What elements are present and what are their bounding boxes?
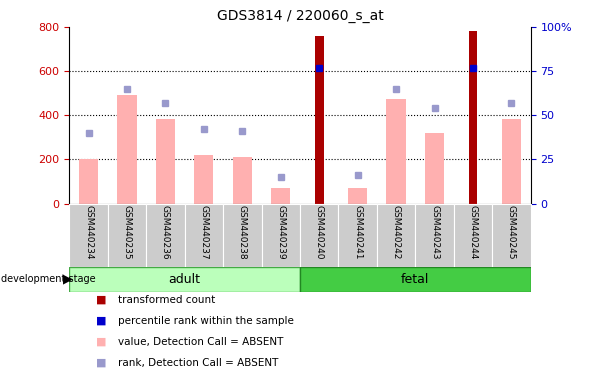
Text: percentile rank within the sample: percentile rank within the sample (118, 316, 294, 326)
Text: GSM440245: GSM440245 (507, 205, 516, 260)
Bar (233, 157, 252, 204)
Text: GSM440239: GSM440239 (276, 205, 285, 260)
Text: ■: ■ (96, 316, 107, 326)
Bar (492, 204, 531, 267)
Bar (454, 204, 492, 267)
Text: GSM440234: GSM440234 (84, 205, 93, 260)
Bar (108, 204, 146, 267)
Bar (469, 31, 478, 204)
Bar (79, 159, 98, 204)
Bar (69, 267, 300, 292)
Text: GSM440237: GSM440237 (200, 205, 209, 260)
Text: adult: adult (169, 273, 201, 286)
Text: GSM440244: GSM440244 (469, 205, 478, 260)
Bar (262, 204, 300, 267)
Text: ■: ■ (96, 358, 107, 368)
Bar (377, 204, 415, 267)
Bar (415, 204, 453, 267)
Text: rank, Detection Call = ABSENT: rank, Detection Call = ABSENT (118, 358, 278, 368)
Text: ■: ■ (96, 295, 107, 305)
Bar (271, 188, 291, 204)
Bar (118, 95, 137, 204)
Bar (69, 204, 108, 267)
Text: GSM440235: GSM440235 (122, 205, 131, 260)
Bar (338, 204, 377, 267)
Bar (300, 204, 338, 267)
Text: GSM440240: GSM440240 (315, 205, 324, 260)
Text: GSM440236: GSM440236 (161, 205, 170, 260)
Bar (502, 119, 521, 204)
Text: value, Detection Call = ABSENT: value, Detection Call = ABSENT (118, 337, 283, 347)
Title: GDS3814 / 220060_s_at: GDS3814 / 220060_s_at (216, 9, 384, 23)
Text: GSM440243: GSM440243 (430, 205, 439, 260)
Bar (348, 188, 367, 204)
Text: development stage: development stage (1, 274, 95, 285)
Bar (185, 204, 223, 267)
Text: fetal: fetal (401, 273, 429, 286)
Bar (223, 204, 262, 267)
Bar (315, 36, 324, 204)
Bar (425, 133, 444, 204)
Bar (194, 155, 213, 204)
Text: GSM440241: GSM440241 (353, 205, 362, 260)
Text: GSM440238: GSM440238 (238, 205, 247, 260)
Bar (300, 267, 531, 292)
Text: ■: ■ (96, 337, 107, 347)
Text: GSM440242: GSM440242 (391, 205, 400, 260)
Bar (146, 204, 185, 267)
Bar (387, 99, 406, 204)
Bar (156, 119, 175, 204)
Text: transformed count: transformed count (118, 295, 215, 305)
Text: ▶: ▶ (63, 273, 73, 286)
